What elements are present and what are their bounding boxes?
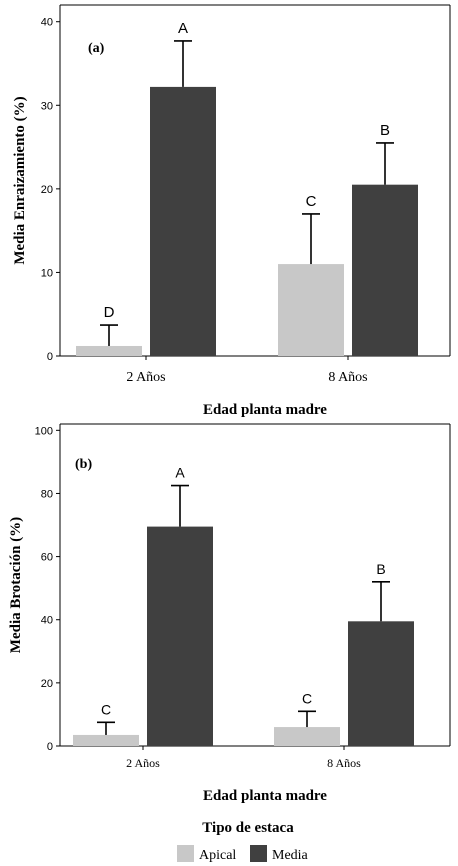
y-axis-label-a: Media Enraizamiento (%) <box>12 96 28 264</box>
significance-letter-b-media-0: A <box>175 465 185 481</box>
bar-a-media-0 <box>150 86 216 357</box>
y-tick-label-b-4: 80 <box>41 488 53 500</box>
panel-label-b: (b) <box>75 457 92 472</box>
bar-b-media-1 <box>348 621 414 746</box>
y-tick-label-b-5: 100 <box>35 425 53 437</box>
legend-label-apical: Apical <box>199 848 236 863</box>
legend-swatch-apical <box>177 845 194 862</box>
significance-letter-a-media-1: B <box>380 122 390 139</box>
bar-b-apical-0 <box>73 734 139 746</box>
y-tick-label-b-2: 40 <box>41 615 53 627</box>
y-tick-label-a-1: 10 <box>41 267 53 279</box>
chart-panel-b: 0 20 40 60 80 100 Media Brotación (%) Edad plan… <box>8 423 451 804</box>
bar-a-media-1 <box>352 184 418 356</box>
significance-letter-b-apical-1: C <box>302 690 312 706</box>
legend-label-media: Media <box>272 848 309 863</box>
significance-letter-b-apical-0: C <box>101 701 111 717</box>
legend-title: Tipo de estaca <box>202 820 294 836</box>
y-tick-label-a-0: 0 <box>47 351 53 363</box>
x-tick-label-a-1: 8 Años <box>328 370 367 385</box>
legend: Tipo de estaca Apical Media <box>177 820 309 863</box>
x-tick-label-b-1: 8 Años <box>327 756 361 770</box>
bar-a-apical-1 <box>278 264 344 356</box>
significance-letter-a-media-0: A <box>178 20 188 37</box>
y-tick-label-b-1: 20 <box>41 678 53 690</box>
y-tick-label-b-0: 0 <box>47 741 53 753</box>
y-tick-label-a-3: 30 <box>41 100 53 112</box>
y-axis-label-b: Media Brotación (%) <box>8 517 24 653</box>
x-tick-label-a-0: 2 Años <box>126 370 165 385</box>
chart-panel-a: 0 10 20 30 40 Media Enraizamiento (%) Edad pla… <box>12 4 451 418</box>
x-axis-label-a: Edad planta madre <box>203 402 327 418</box>
x-tick-label-b-0: 2 Años <box>126 756 160 770</box>
bar-b-media-0 <box>147 526 213 746</box>
legend-swatch-media <box>250 845 267 862</box>
significance-letter-a-apical-1: C <box>306 193 317 210</box>
significance-letter-a-apical-0: D <box>104 304 115 321</box>
significance-letter-b-media-1: B <box>376 561 385 577</box>
bar-b-apical-1 <box>274 727 340 746</box>
y-tick-label-b-3: 60 <box>41 552 53 564</box>
y-tick-label-a-4: 40 <box>41 17 53 29</box>
x-axis-label-b: Edad planta madre <box>203 788 327 804</box>
y-tick-label-a-2: 20 <box>41 184 53 196</box>
bar-a-apical-0 <box>76 345 142 356</box>
panel-label-a: (a) <box>88 41 105 56</box>
